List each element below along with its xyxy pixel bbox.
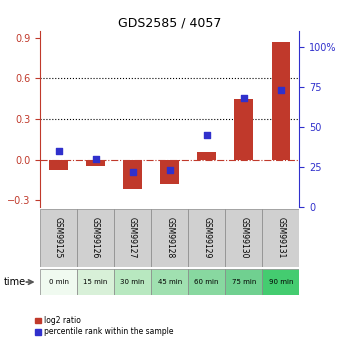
Point — [56, 148, 61, 154]
Bar — [151, 269, 188, 295]
Text: time: time — [3, 277, 26, 287]
Bar — [77, 269, 114, 295]
Bar — [114, 209, 151, 267]
Bar — [49, 160, 68, 170]
Bar — [262, 269, 299, 295]
Text: GSM99130: GSM99130 — [239, 217, 248, 259]
Point — [278, 88, 284, 93]
Text: GSM99126: GSM99126 — [91, 217, 100, 259]
Bar — [123, 160, 142, 189]
Bar — [188, 209, 225, 267]
Bar — [77, 209, 114, 267]
Text: GSM99125: GSM99125 — [54, 217, 63, 259]
Point — [130, 169, 135, 175]
Bar — [151, 209, 188, 267]
Text: 30 min: 30 min — [120, 279, 145, 285]
Bar — [197, 151, 216, 160]
Text: 15 min: 15 min — [84, 279, 108, 285]
Bar — [262, 209, 299, 267]
Bar — [86, 160, 105, 166]
Point — [204, 132, 209, 138]
Bar — [160, 160, 179, 184]
Text: GSM99131: GSM99131 — [276, 217, 285, 259]
Point — [241, 96, 246, 101]
Bar — [188, 269, 225, 295]
Text: 60 min: 60 min — [195, 279, 219, 285]
Point — [167, 167, 172, 173]
Bar — [114, 269, 151, 295]
Text: 90 min: 90 min — [269, 279, 293, 285]
Text: GSM99127: GSM99127 — [128, 217, 137, 259]
Text: 0 min: 0 min — [48, 279, 69, 285]
Bar — [225, 269, 262, 295]
Bar — [225, 209, 262, 267]
Bar — [235, 99, 253, 160]
Text: GSM99128: GSM99128 — [165, 217, 174, 259]
Bar — [271, 42, 290, 160]
Point — [93, 156, 98, 162]
Bar — [40, 269, 77, 295]
Text: 75 min: 75 min — [231, 279, 256, 285]
Text: GSM99129: GSM99129 — [202, 217, 211, 259]
Legend: log2 ratio, percentile rank within the sample: log2 ratio, percentile rank within the s… — [32, 313, 176, 339]
Bar — [40, 209, 77, 267]
Text: 45 min: 45 min — [158, 279, 182, 285]
Title: GDS2585 / 4057: GDS2585 / 4057 — [118, 17, 221, 30]
